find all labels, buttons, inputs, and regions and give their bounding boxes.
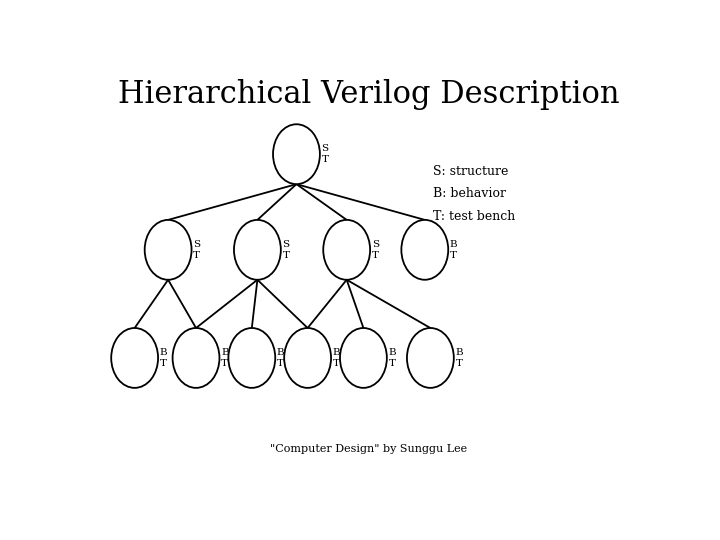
Text: B
T: B T — [389, 348, 396, 368]
Text: Hierarchical Verilog Description: Hierarchical Verilog Description — [118, 79, 620, 110]
Text: S: structure: S: structure — [433, 165, 508, 178]
Text: T: test bench: T: test bench — [433, 210, 516, 224]
Text: B
T: B T — [221, 348, 229, 368]
Text: B: behavior: B: behavior — [433, 187, 506, 200]
Ellipse shape — [145, 220, 192, 280]
Text: "Computer Design" by Sunggu Lee: "Computer Design" by Sunggu Lee — [271, 444, 467, 455]
Ellipse shape — [234, 220, 281, 280]
Ellipse shape — [407, 328, 454, 388]
Text: S
T: S T — [193, 240, 200, 260]
Text: B
T: B T — [160, 348, 167, 368]
Ellipse shape — [284, 328, 331, 388]
Text: S
T: S T — [372, 240, 379, 260]
Ellipse shape — [401, 220, 449, 280]
Ellipse shape — [323, 220, 370, 280]
Text: B
T: B T — [277, 348, 284, 368]
Text: S
T: S T — [282, 240, 289, 260]
Text: B
T: B T — [333, 348, 341, 368]
Ellipse shape — [273, 124, 320, 184]
Text: B
T: B T — [450, 240, 457, 260]
Ellipse shape — [111, 328, 158, 388]
Text: S
T: S T — [322, 145, 329, 164]
Text: B
T: B T — [456, 348, 463, 368]
Ellipse shape — [228, 328, 275, 388]
Ellipse shape — [340, 328, 387, 388]
Ellipse shape — [173, 328, 220, 388]
